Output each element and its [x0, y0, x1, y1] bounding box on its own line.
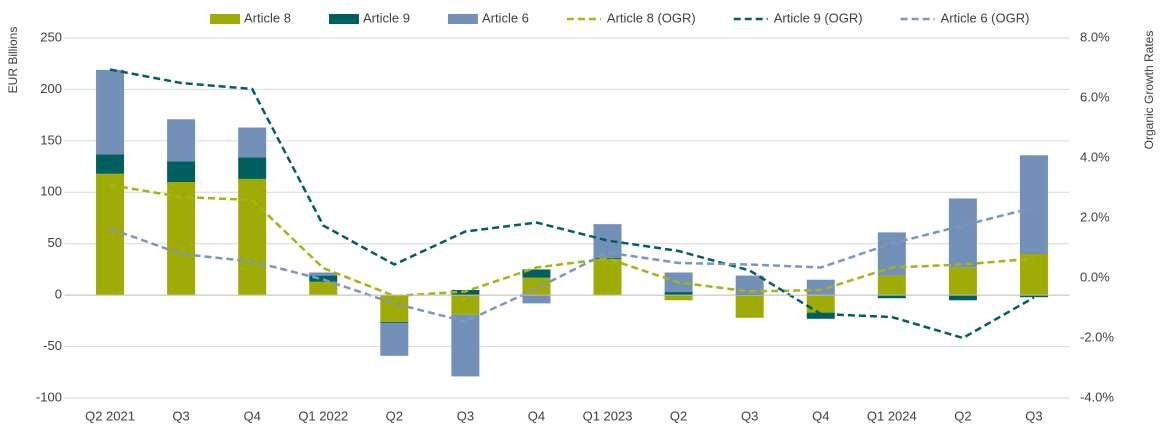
- y2-tick-label: -2.0%: [1080, 329, 1114, 344]
- bar: [522, 277, 551, 296]
- line: [109, 206, 1035, 323]
- bar: [309, 272, 338, 276]
- bar: [238, 127, 267, 158]
- x-tick-label: Q2: [954, 408, 971, 423]
- legend-swatch: [447, 14, 478, 24]
- bar: [806, 312, 835, 319]
- bar: [593, 259, 622, 296]
- bar: [238, 157, 267, 179]
- bar: [96, 154, 125, 174]
- bar: [309, 281, 338, 296]
- x-tick-label: Q4: [528, 408, 545, 423]
- x-tick-label: Q2: [670, 408, 687, 423]
- bar: [806, 279, 835, 296]
- x-tick-label: Q1 2024: [867, 408, 917, 423]
- bar: [593, 258, 622, 260]
- y2-tick-label: 2.0%: [1080, 209, 1110, 224]
- legend-label: Article 8 (OGR): [607, 10, 696, 25]
- bar: [735, 295, 764, 318]
- legend-swatch: [328, 14, 359, 24]
- x-tick-label: Q3: [457, 408, 474, 423]
- legend-swatch: [210, 14, 240, 24]
- y-axis-label: EUR Billions: [6, 27, 20, 94]
- y-tick-label: -100: [36, 389, 62, 404]
- legend-label: Article 9: [363, 10, 410, 25]
- y2-axis-label: Organic Growth Rates: [1142, 31, 1156, 150]
- legend-label: Article 6 (OGR): [941, 10, 1030, 25]
- bar: [948, 295, 977, 301]
- x-tick-label: Q3: [1025, 408, 1042, 423]
- y-tick-label: 100: [40, 184, 62, 199]
- bar: [167, 161, 196, 182]
- x-tick-label: Q1 2023: [583, 408, 633, 423]
- bar: [877, 295, 906, 299]
- bar: [451, 295, 480, 315]
- y-tick-label: 50: [48, 235, 62, 250]
- y-tick-label: 200: [40, 81, 62, 96]
- bar: [522, 295, 551, 304]
- bar: [1019, 254, 1048, 296]
- legend-label: Article 6: [482, 10, 529, 25]
- bar: [877, 275, 906, 296]
- bar: [735, 294, 764, 296]
- bar: [1019, 155, 1048, 254]
- y2-tick-label: 4.0%: [1080, 149, 1110, 164]
- x-tick-label: Q2: [386, 408, 403, 423]
- bar: [522, 269, 551, 278]
- legend-label: Article 8: [244, 10, 291, 25]
- bar: [238, 178, 267, 296]
- line: [109, 68, 1035, 340]
- x-tick-label: Q2 2021: [85, 408, 135, 423]
- bar: [948, 198, 977, 268]
- line: [109, 183, 1035, 298]
- bar: [96, 173, 125, 296]
- y2-tick-label: 6.0%: [1080, 89, 1110, 104]
- bar: [96, 69, 125, 155]
- bar: [664, 292, 693, 296]
- y2-tick-label: 0.0%: [1080, 269, 1110, 284]
- legend-label: Article 9 (OGR): [774, 10, 863, 25]
- y-tick-label: 0: [55, 287, 62, 302]
- bar: [380, 321, 409, 323]
- bar: [167, 182, 196, 296]
- bar: [948, 267, 977, 296]
- y2-tick-label: -4.0%: [1080, 389, 1114, 404]
- bar: [167, 119, 196, 162]
- y-tick-label: 250: [40, 29, 62, 44]
- y-tick-label: 150: [40, 132, 62, 147]
- bar: [380, 295, 409, 322]
- bar: [877, 232, 906, 276]
- x-tick-label: Q1 2022: [298, 408, 348, 423]
- x-tick-label: Q4: [812, 408, 829, 423]
- y2-tick-label: 8.0%: [1080, 29, 1110, 44]
- x-tick-label: Q4: [244, 408, 261, 423]
- x-tick-label: Q3: [741, 408, 758, 423]
- bar: [380, 322, 409, 356]
- bar: [1019, 295, 1048, 298]
- y-tick-label: -50: [43, 338, 62, 353]
- bar: [806, 295, 835, 313]
- bar: [451, 314, 480, 377]
- x-tick-label: Q3: [172, 408, 189, 423]
- bar: [664, 295, 693, 301]
